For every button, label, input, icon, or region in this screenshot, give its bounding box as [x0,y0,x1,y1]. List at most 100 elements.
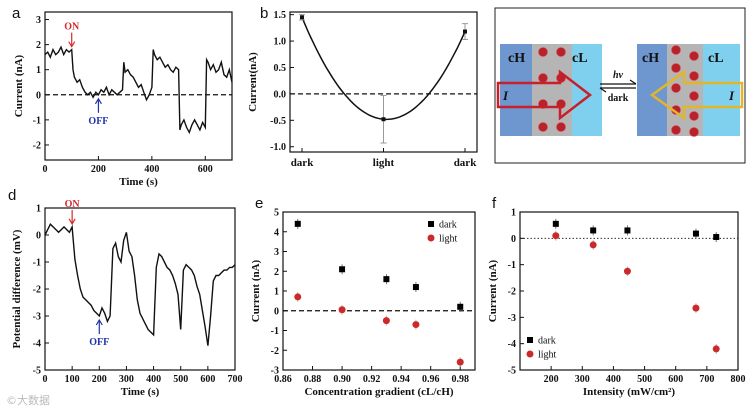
chart-a-ytick-label: -1 [33,115,41,126]
chart-e-light-point [294,293,302,301]
chart-e-xtick-label: 0.92 [363,374,381,385]
chart-f-xtick-label: 800 [731,374,746,385]
chart-b-xtick-label: light [373,157,395,169]
chart-e-y-axis-label: Current (nA) [250,259,262,322]
chart-d-xtick-label: 0 [43,374,48,385]
chart-f: -5 -4 -3 -2 -1 0 1 200 300 400 500 600 700 800 Intensi… [487,208,746,399]
chart-f-light-point [712,345,720,353]
right-cH-label: cH [642,51,659,66]
chart-a: -2 -1 0 1 2 3 0 200 400 600 Time (s) Current (nA) ON… [13,11,233,188]
chart-b-ytick-label: -0.5 [270,116,286,127]
chart-e-ytick-label: 0 [274,306,279,317]
pore-dot [556,122,566,132]
chart-a-off-label: OFF [88,116,108,127]
pore-dot [556,47,566,57]
pore-dot [538,47,548,57]
chart-e-ytick-label: 5 [274,208,279,219]
chart-d-off-label: OFF [89,337,109,348]
right-reservoir-low [700,44,740,136]
chart-b-ytick-label: 1.5 [274,10,287,21]
chart-e-xtick-label: 0.94 [392,374,410,385]
chart-d-ytick-label: -4 [33,339,41,350]
pore-dot [538,73,548,83]
chart-e-light-point [382,317,390,325]
chart-a-ytick-label: -2 [33,140,41,151]
chart-f-ytick-label: -4 [508,339,516,350]
right-cL-label: cL [708,51,724,66]
chart-f-y-axis-label: Current (nA) [487,259,499,322]
right-current-label: I [728,88,735,103]
chart-e-xtick-label: 0.88 [304,374,322,385]
chart-f-ytick-label: -2 [508,287,516,298]
panel-label-b: b [260,5,268,22]
chart-e-ytick-label: -2 [271,346,279,357]
chart-f-xtick-label: 200 [544,374,559,385]
chart-a-off-arrowhead [94,97,102,105]
chart-d-ytick-label: 0 [36,231,41,242]
left-reservoir-low [570,44,602,136]
forward-arrow-head [629,79,637,85]
chart-b-xtick-label: dark [291,157,315,169]
chart-d-plot-frame [44,207,236,371]
chart-f-light-point [589,241,597,249]
chart-d-on-label: ON [65,199,81,210]
chart-d-ytick-label: -3 [33,312,41,323]
chart-b-ytick-label: 0.5 [274,63,287,74]
panel-label-e: e [255,195,263,212]
chart-a-on-arrowhead [68,41,76,48]
chart-a-ytick-label: 3 [36,15,41,26]
chart-f-light-point [552,232,560,240]
chart-f-xtick-label: 400 [606,374,621,385]
chart-f-ytick-label: -1 [508,260,516,271]
chart-e-dark-point [457,303,464,310]
chart-b-point [300,15,304,20]
left-current-label: I [502,88,509,103]
pore-dot [689,91,699,101]
chart-d-off-arrowhead [95,318,103,326]
pore-dot [689,51,699,61]
pore-dot [689,71,699,81]
chart-a-xtick-label: 0 [43,164,48,175]
right-reservoir-high [637,44,672,136]
chart-e-legend-dark-label: dark [439,220,457,231]
chart-b: -1.0 -0.5 0.0 0.5 1.0 1.5 Current(nA) dark light… [247,10,478,169]
chart-d: -5 -4 -3 -2 -1 0 1 0 100 200 300 400 500 600 700 Time (… [11,199,243,398]
chart-b-point [381,117,386,122]
chart-e-dark-point [383,276,390,283]
left-current-arrow [496,69,593,121]
chart-d-ytick-label: -1 [33,258,41,269]
chart-a-series-line [44,45,233,135]
chart-b-ytick-label: -1.0 [270,142,286,153]
chart-e-ytick-label: 3 [274,247,279,258]
panel-label-d: d [8,187,16,204]
chart-f-ytick-label: -5 [508,366,516,377]
chart-a-ytick-label: 2 [36,40,41,51]
chart-d-ytick-label: -2 [33,285,41,296]
chart-f-xtick-label: 600 [668,374,683,385]
schematic-panel: cH cL I hv dark cH cL I [494,7,746,164]
chart-b-ytick-label: 1.0 [274,37,287,48]
chart-e-xtick-label: 0.90 [333,374,351,385]
pore-dot [671,45,681,55]
chart-e-ytick-label: -3 [271,366,279,377]
chart-e-ytick-label: 2 [274,267,279,278]
chart-e-xtick-label: 0.96 [422,374,440,385]
panel-label-f: f [492,195,497,212]
chart-d-xtick-label: 700 [228,374,243,385]
chart-e-light-point [338,306,346,314]
chart-d-on-arrowhead [68,218,76,226]
chart-b-y-axis-label: Current(nA) [247,52,259,112]
arrow-dark-label: dark [608,93,629,104]
chart-f-light-point [623,267,631,275]
chart-f-legend-light-marker [526,350,534,358]
chart-f-legend-dark-marker [527,337,533,343]
chart-f-dark-point [590,227,597,234]
chart-a-ytick-label: 0 [36,90,41,101]
chart-f-dark-point [692,230,699,237]
chart-a-on-label: ON [64,22,80,33]
chart-e-xtick-label: 0.98 [451,374,469,385]
chart-e-light-point [412,321,420,329]
chart-e-ytick-label: -1 [271,326,279,337]
watermark: ©大数据 [6,393,50,407]
